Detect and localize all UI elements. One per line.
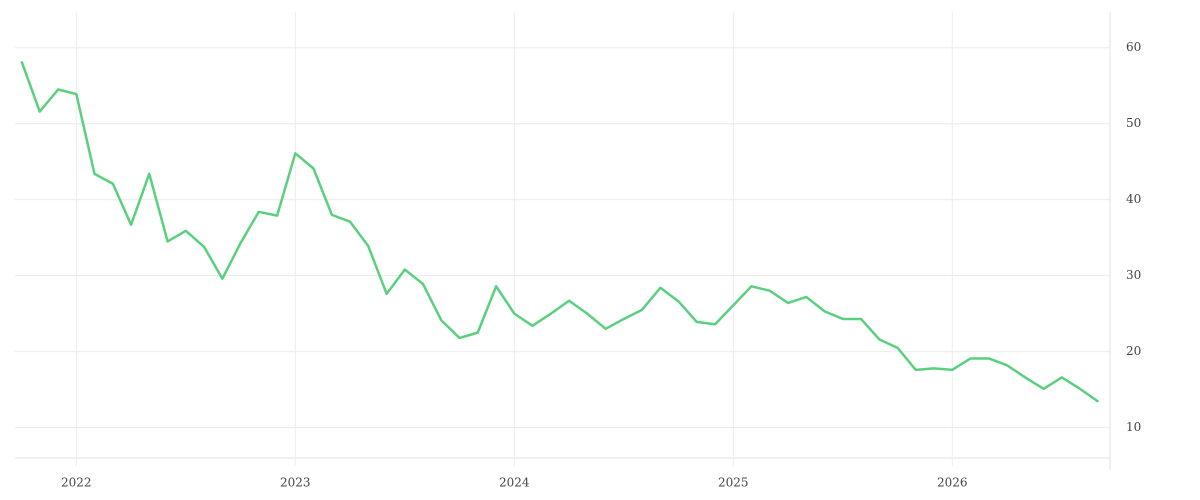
y-tick-label: 60 xyxy=(1126,40,1141,54)
data-line xyxy=(20,60,1100,403)
y-tick-label: 20 xyxy=(1126,344,1141,358)
y-tick-label: 40 xyxy=(1126,192,1141,206)
y-tick-label: 30 xyxy=(1126,268,1141,282)
x-tick-label: 2022 xyxy=(61,476,92,490)
y-tick-label: 50 xyxy=(1126,116,1141,130)
x-tick-label: 2024 xyxy=(499,476,530,490)
x-tick-label: 2025 xyxy=(718,476,749,490)
x-tick-label: 2023 xyxy=(280,476,311,490)
x-tick-label: 2026 xyxy=(937,476,968,490)
y-tick-label: 10 xyxy=(1126,420,1141,434)
